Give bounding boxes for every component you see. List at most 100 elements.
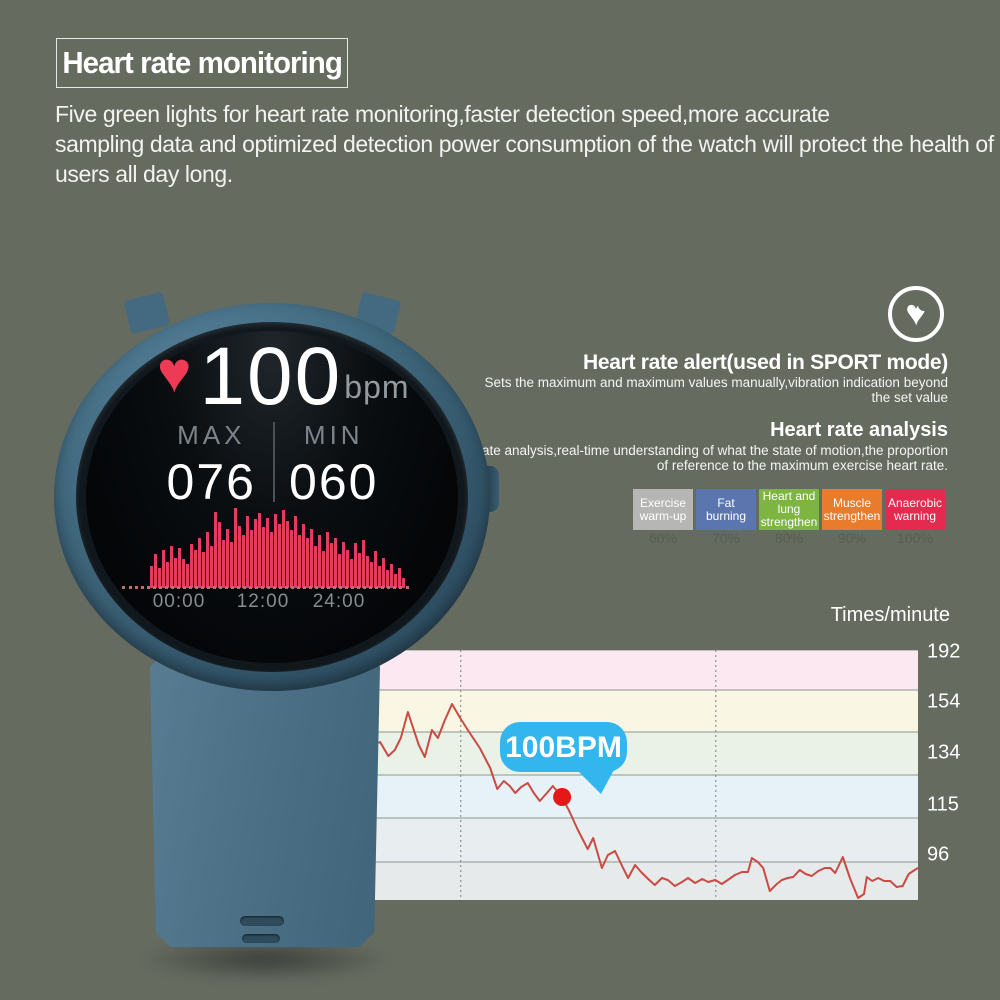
histogram-bar xyxy=(250,530,253,588)
watch-screen xyxy=(86,331,458,663)
time-label-2400: 24:00 xyxy=(312,591,366,612)
zone-label-line: Fat xyxy=(717,495,735,510)
histogram-bar xyxy=(322,551,325,588)
histogram-bar xyxy=(226,529,229,588)
histogram-bar xyxy=(210,546,213,588)
min-label: MIN xyxy=(303,420,364,450)
histogram-bar xyxy=(342,542,345,588)
histogram-bar xyxy=(398,568,401,588)
histogram-bar xyxy=(190,544,193,588)
histogram-bar xyxy=(338,554,341,588)
max-value: 076 xyxy=(166,454,256,510)
histogram-bar xyxy=(314,546,317,588)
strap-slot xyxy=(242,934,280,943)
zone-block: Exercise warm-up xyxy=(633,489,693,530)
current-bpm-row: ♥ 100 bpm xyxy=(157,336,410,418)
zone-percent: 90% xyxy=(837,530,867,546)
section-title: Heart rate monitoring xyxy=(62,45,342,80)
histogram-bar xyxy=(186,564,189,588)
alert-description-line: the set value xyxy=(871,390,948,405)
histogram-bar xyxy=(154,554,157,588)
time-label-1200: 12:00 xyxy=(236,591,290,612)
heart-icon: ♥ xyxy=(157,340,192,405)
histogram-bar xyxy=(282,510,285,588)
histogram-bar xyxy=(294,516,297,588)
chart-y-tick-label: 192 xyxy=(927,640,961,663)
zone-label-line: Exercise xyxy=(639,495,686,510)
analysis-description-line: of reference to the maximum exercise hea… xyxy=(656,458,948,473)
alert-description-line: Sets the maximum and maximum values manu… xyxy=(484,375,948,390)
histogram-bar xyxy=(354,543,357,588)
histogram-bar xyxy=(278,524,281,588)
histogram-bar xyxy=(206,532,209,588)
histogram-bar xyxy=(326,532,329,588)
watch-strap xyxy=(150,658,380,947)
histogram-bar xyxy=(334,538,337,588)
histogram-bar xyxy=(394,574,397,588)
histogram-bar xyxy=(166,562,169,588)
zone-label-line: Anaerobic xyxy=(887,495,943,510)
zone-percent: 100% xyxy=(897,530,933,546)
histogram-bar xyxy=(350,559,353,588)
histogram-bar xyxy=(170,546,173,588)
histogram-bar xyxy=(174,558,177,588)
time-label-0000: 00:00 xyxy=(152,591,206,612)
histogram-bar xyxy=(358,553,361,588)
histogram-bar xyxy=(202,552,205,588)
histogram-bar xyxy=(378,566,381,588)
histogram-bar xyxy=(182,559,185,588)
histogram-bar xyxy=(198,538,201,588)
chart-y-tick-label: 115 xyxy=(927,793,959,816)
histogram-bar xyxy=(290,530,293,588)
data-point-marker xyxy=(553,788,572,806)
zone-label-line: warm-up xyxy=(639,508,687,523)
description-line: users all day long. xyxy=(55,161,233,187)
alert-description: Sets the maximum and maximum values manu… xyxy=(485,375,948,405)
min-value: 060 xyxy=(289,454,379,510)
histogram-bar xyxy=(390,564,393,588)
heart-rate-zones-strip: Exercise warm-up Fat burning Heart and lung s… xyxy=(633,489,945,530)
bpm-callout-tail xyxy=(574,768,615,794)
heart-rate-line xyxy=(373,703,918,899)
strap-slot xyxy=(240,916,284,926)
histogram-bar xyxy=(366,556,369,588)
histogram-bar xyxy=(242,535,245,588)
zone-label-line: burning xyxy=(705,508,747,523)
histogram-bar xyxy=(330,543,333,588)
histogram-bar xyxy=(302,524,305,588)
histogram-bar xyxy=(218,522,221,588)
histogram-baseline xyxy=(122,586,409,589)
histogram-bar xyxy=(254,519,257,588)
section-description: Five green lights for heart rate monitor… xyxy=(55,99,994,189)
max-min-divider xyxy=(272,422,275,502)
histogram-bar xyxy=(402,578,405,588)
histogram-bar xyxy=(266,518,269,588)
zone-label-line: lung strengthen xyxy=(760,502,818,529)
histogram-bar xyxy=(270,532,273,588)
histogram-bar xyxy=(382,558,385,588)
histogram-bar xyxy=(194,550,197,588)
bpm-callout xyxy=(499,722,627,772)
zone-label-line: Muscle xyxy=(832,495,871,510)
section-title-box: Heart rate monitoring xyxy=(56,38,348,88)
histogram-bar xyxy=(258,513,261,588)
heart-rate-chart: 100BPM xyxy=(373,650,918,900)
chart-y-tick-label: 134 xyxy=(927,741,961,764)
bpm-callout-label: 100BPM xyxy=(505,731,622,764)
chart-y-axis-title: Times/minute xyxy=(830,604,950,626)
zone-block: Heart and lung strengthen xyxy=(759,489,819,530)
zone-label-line: warning xyxy=(893,508,937,523)
histogram-bar xyxy=(374,551,377,588)
zone-percent-labels: 60% 70% 80% 90% 100% xyxy=(633,530,945,546)
zone-block: Muscle strengthen xyxy=(822,489,882,530)
chart-band xyxy=(373,650,918,690)
histogram-bar xyxy=(158,568,161,588)
max-label: MAX xyxy=(177,420,246,450)
chart-y-tick-label: 154 xyxy=(927,690,961,713)
histogram-bar xyxy=(274,514,277,588)
histogram-bar xyxy=(150,566,153,588)
histogram-bar xyxy=(214,512,217,588)
zone-label-line: strengthen xyxy=(823,508,881,523)
zone-block: Fat burning xyxy=(696,489,756,530)
